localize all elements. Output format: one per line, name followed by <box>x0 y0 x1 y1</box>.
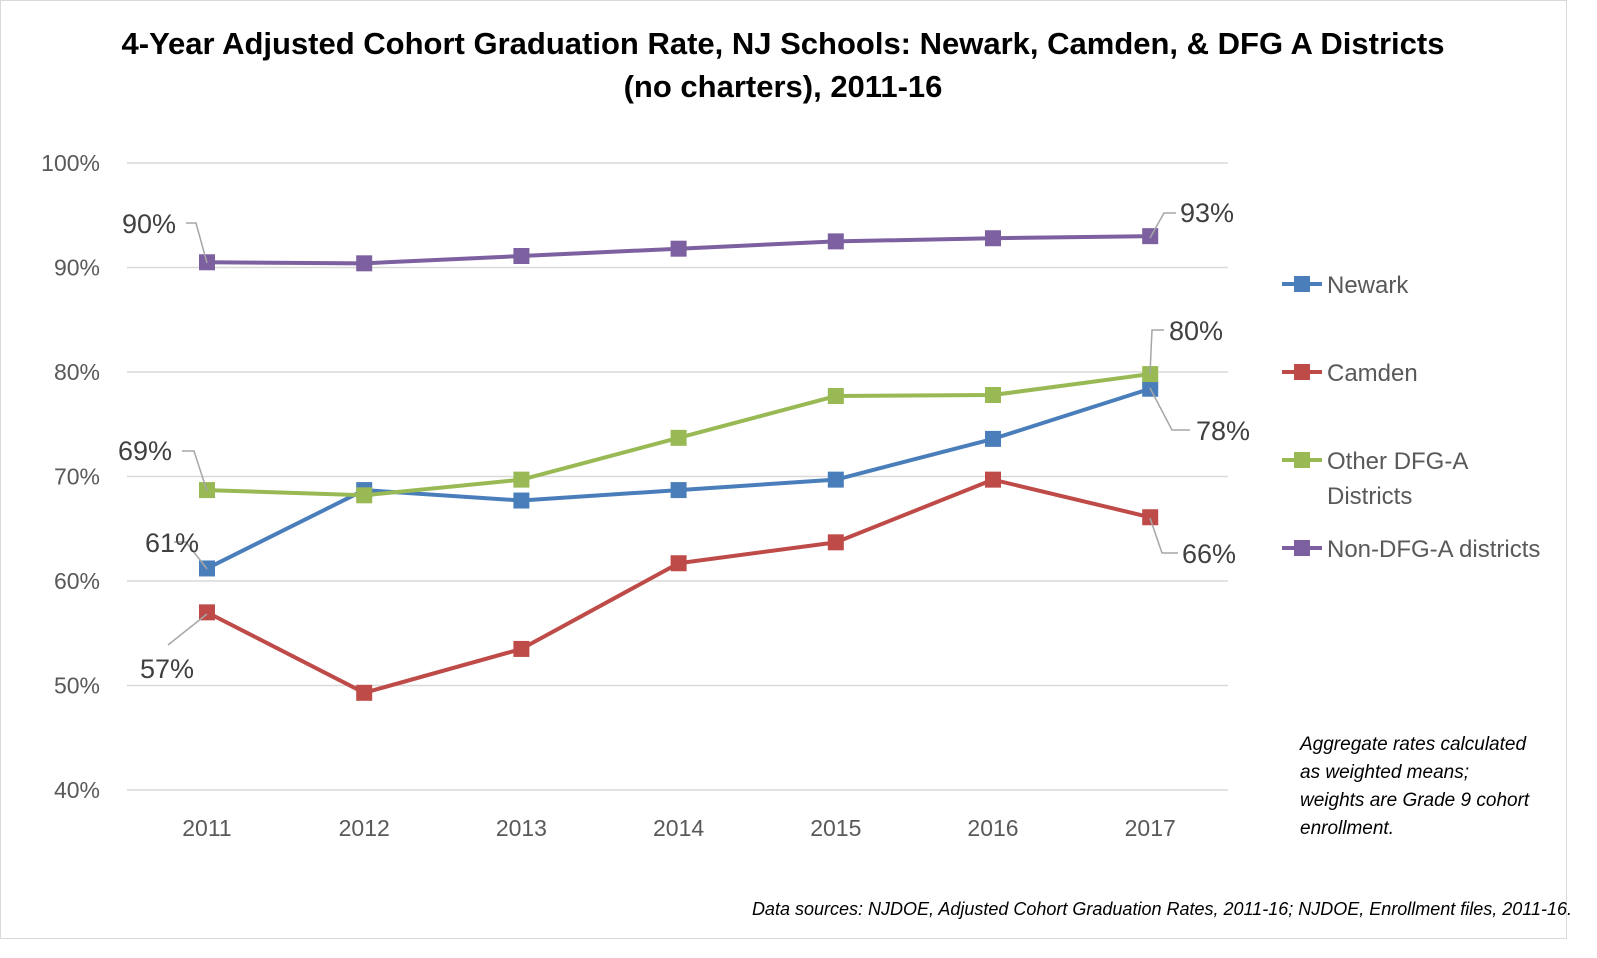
data-point <box>513 640 530 657</box>
leader-line <box>1149 329 1164 375</box>
y-tick-label: 50% <box>54 673 100 699</box>
data-point <box>827 471 844 488</box>
data-point <box>827 388 844 405</box>
leader-line <box>174 541 208 570</box>
x-tick-label: 2012 <box>339 815 390 841</box>
leader-line <box>1149 212 1176 239</box>
data-point <box>827 534 844 551</box>
data-source-note: Data sources: NJDOE, Adjusted Cohort Gra… <box>751 899 1572 919</box>
legend-swatch-marker <box>1294 540 1310 556</box>
data-point <box>670 240 687 257</box>
y-tick-label: 80% <box>54 359 100 385</box>
data-point <box>670 482 687 499</box>
series-line <box>206 386 1151 571</box>
data-label: 69% <box>118 436 172 466</box>
data-point <box>513 492 530 509</box>
legend-label: Non-DFG-A districts <box>1327 536 1540 563</box>
gridlines <box>127 162 1228 791</box>
data-label: 61% <box>145 528 199 558</box>
data-label: 90% <box>122 209 176 239</box>
label-leader-lines <box>167 212 1190 646</box>
data-point <box>356 487 373 504</box>
x-tick-label: 2015 <box>810 815 861 841</box>
legend-swatch-marker <box>1294 364 1310 380</box>
series-camden <box>199 471 1159 701</box>
data-label: 57% <box>140 654 194 684</box>
chart-frame <box>0 0 1567 939</box>
leader-line <box>167 613 208 646</box>
data-point <box>356 255 373 272</box>
data-point <box>513 248 530 265</box>
data-point <box>1142 509 1159 526</box>
y-tick-label: 100% <box>41 150 100 176</box>
leader-line <box>1149 387 1190 431</box>
data-point <box>985 386 1001 403</box>
y-tick-label: 60% <box>54 568 100 594</box>
data-label: 80% <box>1169 316 1223 346</box>
data-label: 78% <box>1196 416 1250 446</box>
x-axis-tick-labels: 2011 2012 2013 2014 2015 2016 2017 <box>182 815 1176 841</box>
series-newark <box>199 380 1159 577</box>
legend-entry: Other DFG-A Districts <box>1282 448 1468 510</box>
leader-line <box>1149 517 1178 554</box>
data-point <box>985 230 1001 247</box>
legend-swatch-marker <box>1294 452 1310 468</box>
data-labels: 61% 78% 57% 66% 69% 80% 90% 93% <box>118 198 1250 684</box>
data-point <box>670 429 687 446</box>
data-point <box>670 555 687 572</box>
data-point <box>1142 366 1159 383</box>
series-non-dfg-a-districts <box>199 228 1159 272</box>
x-tick-label: 2017 <box>1125 815 1176 841</box>
x-tick-label: 2013 <box>496 815 547 841</box>
chart-note: Aggregate rates calculated as weighted m… <box>1300 734 1530 839</box>
y-tick-label: 90% <box>54 255 100 281</box>
data-label: 93% <box>1180 198 1234 228</box>
legend-label: Newark <box>1327 272 1409 299</box>
data-point <box>985 471 1001 488</box>
x-tick-label: 2016 <box>967 815 1018 841</box>
legend-swatch-marker <box>1294 276 1310 292</box>
data-label: 66% <box>1182 539 1236 569</box>
legend: Newark Camden Other DFG-A Districts Non-DFG-… <box>1282 272 1540 563</box>
y-tick-label: 40% <box>54 777 100 803</box>
series-lines <box>199 228 1159 701</box>
x-tick-label: 2014 <box>653 815 704 841</box>
data-point <box>513 471 530 488</box>
data-point <box>827 233 844 250</box>
series-other-dfg-a-districts <box>199 366 1159 504</box>
y-axis-tick-labels: 40% 50% 60% 70% 80% 90% 100% <box>41 150 100 803</box>
chart-title: 4-Year Adjusted Cohort Graduation Rate, … <box>121 26 1445 104</box>
line-chart: 40%50%60%70%80%90%100% 2011 2012 2013 2014 2… <box>41 150 1540 841</box>
leader-line <box>186 222 208 264</box>
legend-label: Camden <box>1327 360 1418 387</box>
data-point <box>985 430 1001 447</box>
legend-label: Other DFG-A Districts <box>1327 448 1468 510</box>
x-tick-label: 2011 <box>182 815 231 841</box>
series-line <box>206 477 1151 695</box>
data-point <box>356 684 373 701</box>
legend-entry: Non-DFG-A districts <box>1282 536 1540 563</box>
legend-entry: Newark <box>1282 272 1409 299</box>
legend-entry: Camden <box>1282 360 1418 387</box>
y-tick-label: 70% <box>54 464 100 490</box>
leader-line <box>182 450 208 492</box>
